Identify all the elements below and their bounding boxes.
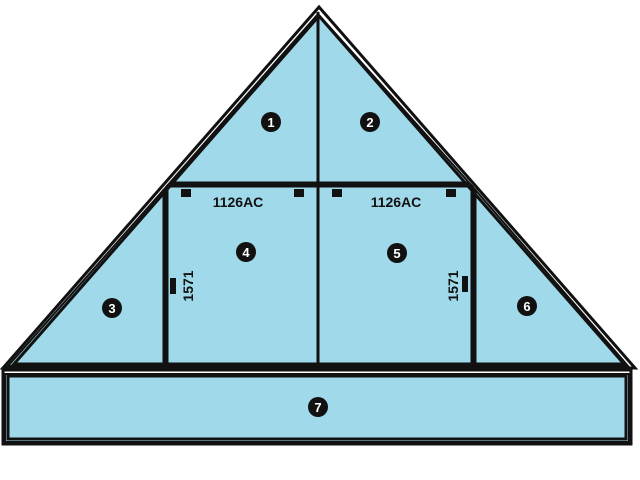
badge-panel-3: 3 <box>102 298 122 318</box>
badge-panel-2: 2 <box>360 112 380 132</box>
glass-panels <box>4 11 631 443</box>
hinge-marker <box>181 189 191 197</box>
frame <box>0 4 639 446</box>
badge-panel-5: 5 <box>387 243 407 263</box>
base-panel-inner-frame <box>6 374 628 441</box>
panel-6[interactable] <box>471 183 631 367</box>
badge-label: 1 <box>267 115 274 130</box>
badge-label: 4 <box>242 245 250 260</box>
badge-panel-1: 1 <box>261 112 281 132</box>
panel-badges: 1 2 3 4 5 6 7 <box>102 112 537 417</box>
badge-circle <box>360 112 380 132</box>
badge-label: 6 <box>523 299 530 314</box>
badge-circle <box>236 242 256 262</box>
badge-panel-4: 4 <box>236 242 256 262</box>
badge-label: 7 <box>314 400 321 415</box>
badge-label: 3 <box>108 301 115 316</box>
outer-triangle-frame <box>0 4 639 370</box>
door-left-width-label: 1126AC <box>213 194 264 210</box>
badge-panel-7: 7 <box>308 397 328 417</box>
badge-circle <box>517 296 537 316</box>
panel-5[interactable] <box>317 185 473 367</box>
door-left-height-label: 1571 <box>180 270 196 301</box>
handle-marker <box>462 276 468 292</box>
base-panel-frame <box>1 368 633 446</box>
hinge-marker <box>446 189 456 197</box>
badge-circle <box>102 298 122 318</box>
handle-marker <box>170 278 176 294</box>
badge-circle <box>261 112 281 132</box>
panel-3[interactable] <box>5 183 168 367</box>
badge-label: 2 <box>366 115 373 130</box>
hardware <box>170 189 468 294</box>
badge-circle <box>387 243 407 263</box>
door-right-height-label: 1571 <box>445 270 461 301</box>
dimension-labels: 1126AC 1126AC 1571 1571 <box>180 194 461 302</box>
badge-circle <box>308 397 328 417</box>
hinge-marker <box>294 189 304 197</box>
hinge-marker <box>332 189 342 197</box>
badge-panel-6: 6 <box>517 296 537 316</box>
panel-1[interactable] <box>164 11 319 187</box>
badge-label: 5 <box>393 246 400 261</box>
door-right-width-label: 1126AC <box>371 194 422 210</box>
